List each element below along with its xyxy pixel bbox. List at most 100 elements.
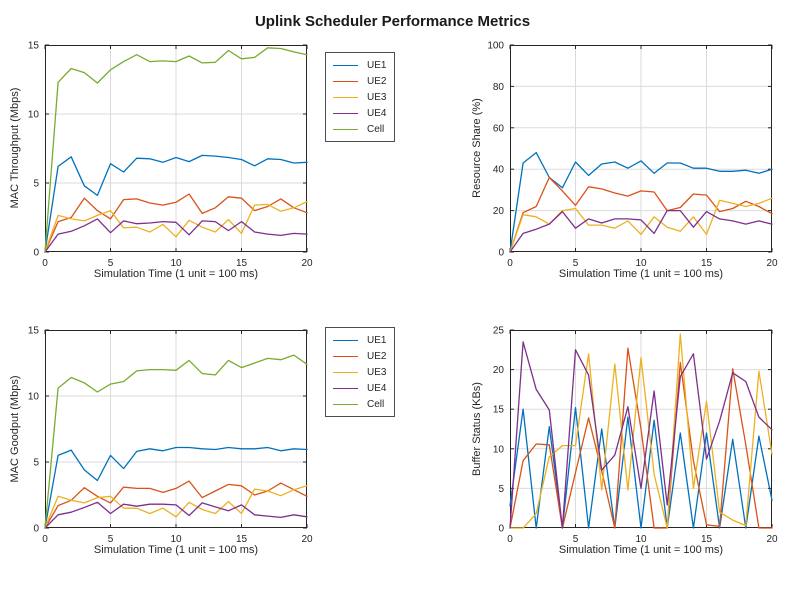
y-axis-label-mac-throughput: MAC Throughput (Mbps) xyxy=(9,87,21,209)
subplot-mac-goodput: 0 5 10 15 20 0 5 10 15 xyxy=(28,326,313,546)
legend-swatch-UE3 xyxy=(333,96,358,98)
svg-text:10: 10 xyxy=(170,534,182,545)
svg-text:15: 15 xyxy=(236,258,248,269)
legend-entry-UE4: UE4 xyxy=(333,105,386,121)
svg-text:25: 25 xyxy=(493,326,505,337)
series-line-UE4 xyxy=(509,209,773,253)
y-axis-label-mac-goodput: MAC Goodput (Mbps) xyxy=(9,375,21,483)
legend-swatch-UE1 xyxy=(333,64,358,66)
legend-entry-Cell: Cell xyxy=(333,121,386,137)
svg-text:5: 5 xyxy=(573,258,579,269)
plot-area-resource-share: 0 5 10 15 20 0 20 40 60 80 100 xyxy=(487,41,778,270)
svg-text:100: 100 xyxy=(487,41,504,52)
svg-text:10: 10 xyxy=(28,392,40,403)
svg-text:10: 10 xyxy=(635,534,647,545)
x-tick-labels: 0 5 10 15 20 xyxy=(42,534,313,545)
svg-text:0: 0 xyxy=(507,534,513,545)
svg-text:5: 5 xyxy=(108,258,114,269)
series-line-UE3 xyxy=(44,485,308,529)
legend-entry-UE1: UE1 xyxy=(333,57,386,73)
series-line-UE3 xyxy=(44,200,308,253)
svg-text:15: 15 xyxy=(701,534,713,545)
legend-swatch-UE1 xyxy=(333,339,358,341)
svg-text:0: 0 xyxy=(33,524,39,535)
svg-text:5: 5 xyxy=(33,458,39,469)
svg-text:15: 15 xyxy=(236,534,248,545)
subplot-buffer-status: 0 5 10 15 20 0 5 10 15 20 25 xyxy=(493,326,778,546)
series-line-Cell xyxy=(44,354,308,529)
svg-text:20: 20 xyxy=(301,534,313,545)
svg-text:0: 0 xyxy=(507,258,513,269)
legend-label-UE2: UE2 xyxy=(367,75,387,87)
svg-text:80: 80 xyxy=(493,82,505,93)
series-line-UE4 xyxy=(44,501,308,529)
figure-title: Uplink Scheduler Performance Metrics xyxy=(254,13,531,30)
series-line-UE1 xyxy=(509,406,773,529)
series-line-UE2 xyxy=(44,480,308,529)
series-line-UE1 xyxy=(509,151,773,253)
svg-text:20: 20 xyxy=(493,365,505,376)
svg-text:40: 40 xyxy=(493,165,505,176)
legend-swatch-UE4 xyxy=(333,112,358,114)
plot-area-mac-goodput: 0 5 10 15 20 0 5 10 15 xyxy=(28,326,313,546)
series-line-UE2 xyxy=(509,347,773,529)
legend-mac-throughput: UE1 UE2 UE3 UE4 Cell xyxy=(325,52,396,142)
legend-swatch-Cell xyxy=(333,403,358,405)
svg-text:20: 20 xyxy=(766,258,778,269)
legend-entry-UE3: UE3 xyxy=(333,89,386,105)
svg-text:10: 10 xyxy=(170,258,182,269)
legend-swatch-Cell xyxy=(333,128,358,130)
y-tick-labels: 0 5 10 15 xyxy=(28,41,40,259)
series-line-UE4 xyxy=(44,218,308,253)
gridlines xyxy=(510,45,772,252)
x-axis-label-resource-share: Simulation Time (1 unit = 100 ms) xyxy=(558,268,724,280)
svg-text:0: 0 xyxy=(498,248,504,259)
legend-swatch-UE2 xyxy=(333,80,358,82)
legend-swatch-UE2 xyxy=(333,355,358,357)
legend-entry-UE1: UE1 xyxy=(333,332,386,348)
svg-text:10: 10 xyxy=(493,444,505,455)
svg-text:15: 15 xyxy=(493,405,505,416)
series-line-UE1 xyxy=(44,154,308,253)
legend-label-UE4: UE4 xyxy=(367,107,387,119)
series-line-UE2 xyxy=(44,193,308,253)
svg-text:15: 15 xyxy=(28,41,40,52)
legend-label-UE2: UE2 xyxy=(367,350,387,362)
y-axis-label-buffer-status: Buffer Status (KBs) xyxy=(471,382,483,476)
svg-text:15: 15 xyxy=(28,326,40,337)
series-line-UE1 xyxy=(44,446,308,529)
x-tick-labels: 0 5 10 15 20 xyxy=(507,258,778,269)
series-line-Cell xyxy=(44,47,308,253)
x-axis-label-mac-goodput: Simulation Time (1 unit = 100 ms) xyxy=(93,544,259,556)
legend-entry-UE3: UE3 xyxy=(333,364,386,380)
series-line-UE4 xyxy=(509,341,773,529)
y-tick-labels: 0 5 10 15 20 25 xyxy=(493,326,505,535)
plot-area-mac-throughput: 0 5 10 15 20 0 5 10 15 xyxy=(28,41,313,270)
svg-text:20: 20 xyxy=(301,258,313,269)
x-axis-label-buffer-status: Simulation Time (1 unit = 100 ms) xyxy=(558,544,724,556)
legend-mac-goodput: UE1 UE2 UE3 UE4 Cell xyxy=(325,327,396,417)
svg-text:15: 15 xyxy=(701,258,713,269)
svg-text:5: 5 xyxy=(33,179,39,190)
svg-text:20: 20 xyxy=(766,534,778,545)
legend-entry-UE4: UE4 xyxy=(333,380,386,396)
svg-text:0: 0 xyxy=(33,248,39,259)
legend-label-UE4: UE4 xyxy=(367,382,387,394)
legend-label-Cell: Cell xyxy=(367,398,385,410)
legend-swatch-UE3 xyxy=(333,371,358,373)
svg-text:0: 0 xyxy=(498,524,504,535)
gridlines xyxy=(45,330,307,528)
x-tick-labels: 0 5 10 15 20 xyxy=(507,534,778,545)
legend-entry-Cell: Cell xyxy=(333,396,386,412)
svg-text:60: 60 xyxy=(493,123,505,134)
tick-marks xyxy=(44,44,308,253)
legend-label-UE3: UE3 xyxy=(367,366,387,378)
svg-text:0: 0 xyxy=(42,534,48,545)
svg-text:10: 10 xyxy=(28,110,40,121)
svg-text:20: 20 xyxy=(493,206,505,217)
svg-text:5: 5 xyxy=(573,534,579,545)
legend-label-UE1: UE1 xyxy=(367,59,387,71)
plot-area-buffer-status: 0 5 10 15 20 0 5 10 15 20 25 xyxy=(493,326,778,546)
legend-entry-UE2: UE2 xyxy=(333,348,386,364)
